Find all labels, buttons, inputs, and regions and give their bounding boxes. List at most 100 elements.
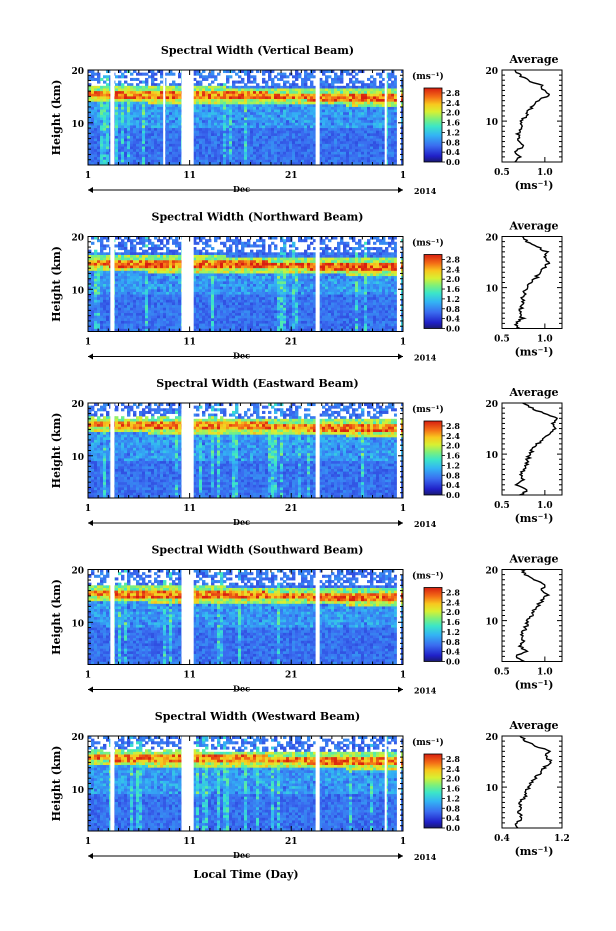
heatmap-cell [160,241,164,245]
heatmap-cell [304,128,308,132]
heatmap-cell [88,77,92,81]
heatmap-cell [283,88,287,92]
heatmap-cell [340,120,344,124]
heatmap-cell [382,149,386,153]
heatmap-cell [91,323,95,327]
heatmap-cell [229,133,233,137]
heatmap-cell [346,128,350,132]
heatmap-cell [364,146,368,150]
heatmap-cell [202,286,206,290]
heatmap-cell [133,149,137,153]
heatmap-cell [214,128,218,132]
heatmap-cell [91,122,95,126]
heatmap-cell [100,99,104,103]
heatmap-cell [268,125,272,129]
heatmap-cell [172,318,176,322]
heatmap-cell [283,104,287,108]
heatmap-cell [97,157,101,161]
heatmap-cell [235,125,239,129]
heatmap-cell [88,93,92,97]
heatmap-cell [175,320,179,324]
heatmap-cell [157,149,161,153]
heatmap-cell [169,130,173,134]
heatmap-cell [145,260,149,264]
heatmap-cell [202,241,206,245]
heatmap-cell [100,143,104,147]
heatmap-cell [169,320,173,324]
heatmap-cell [322,109,326,113]
heatmap-cell [202,99,206,103]
heatmap-cell [121,104,125,108]
heatmap-cell [154,268,158,272]
heatmap-cell [169,159,173,163]
heatmap-cell [232,85,236,89]
heatmap-cell [322,154,326,158]
heatmap-cell [88,291,92,295]
heatmap-cell [349,133,353,137]
heatmap-cell [292,159,296,163]
heatmap-cell [244,141,248,145]
heatmap-cell [226,101,230,105]
heatmap-cell [274,151,278,155]
heatmap-cell [103,114,107,118]
heatmap-cell [391,151,395,155]
heatmap-cell [367,96,371,100]
heatmap-cell [334,135,338,140]
heatmap-cell [94,294,98,298]
heatmap-cell [136,130,140,134]
heatmap-cell [97,291,101,295]
y-axis-title: Height (km) [50,80,63,156]
heatmap-cell [265,101,269,105]
heatmap-cell [211,85,215,89]
heatmap-cell [106,291,110,295]
heatmap-cell [124,120,128,124]
heatmap-cell [367,91,371,95]
heatmap-cell [94,270,98,274]
heatmap-cell [229,149,233,153]
heatmap-cell [322,93,326,97]
heatmap-cell [142,262,146,266]
heatmap-cell [337,80,341,84]
heatmap-cell [160,315,164,319]
heatmap-cell [94,149,98,153]
heatmap-cell [307,128,311,132]
heatmap-cell [136,114,140,118]
heatmap-cell [121,244,125,248]
heatmap-cell [280,75,284,79]
heatmap-cell [91,318,95,322]
heatmap-cell [160,297,164,301]
heatmap-cell [160,318,164,322]
heatmap-cell [340,146,344,150]
heatmap-cell [262,72,266,76]
heatmap-cell [238,75,242,79]
heatmap-cell [124,157,128,161]
heatmap-cell [160,72,164,76]
heatmap-cell [118,252,122,256]
heatmap-cell [295,112,299,116]
heatmap-cell [340,157,344,161]
heatmap-cell [118,284,122,288]
heatmap-cell [136,104,140,108]
heatmap-cell [139,302,143,306]
heatmap-cell [352,149,356,153]
heatmap-cell [274,114,278,118]
heatmap-cell [262,162,266,165]
heatmap-cell [199,138,203,142]
heatmap-cell [304,99,308,103]
heatmap-cell [88,289,92,293]
heatmap-cell [232,122,236,126]
heatmap-cell [154,91,158,95]
heatmap-cell [271,112,275,116]
heatmap-cell [88,143,92,147]
heatmap-cell [232,151,236,155]
heatmap-cell [388,143,392,147]
heatmap-cell [106,299,110,303]
heatmap-cell [247,157,251,161]
heatmap-cell [280,130,284,134]
heatmap-cell [136,291,140,295]
heatmap-cell [271,106,275,110]
heatmap-cell [118,315,122,319]
heatmap-cell [358,159,362,163]
heatmap-cell [142,159,146,163]
heatmap-cell [118,151,122,155]
